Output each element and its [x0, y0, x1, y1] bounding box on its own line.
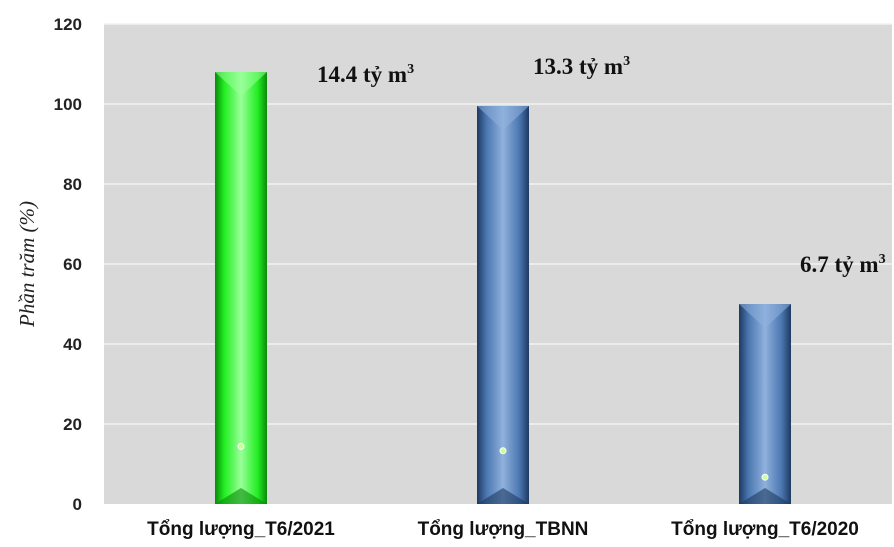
y-tick-label: 100 [54, 95, 82, 114]
data-label: 14.4 tỷ m3 [317, 62, 414, 87]
y-tick-label: 120 [54, 15, 82, 34]
y-tick-label: 80 [63, 175, 82, 194]
data-label: 13.3 tỷ m3 [533, 54, 630, 79]
y-axis-title: Phần trăm (%) [15, 201, 39, 328]
y-tick-label: 0 [73, 495, 82, 514]
y-tick-label: 60 [63, 255, 82, 274]
y-tick-label: 40 [63, 335, 82, 354]
bars [215, 72, 791, 504]
data-point-marker [761, 473, 769, 481]
bar [215, 72, 267, 504]
bar [739, 304, 791, 504]
category-label: Tổng lượng_T6/2021 [147, 519, 335, 540]
category-label: Tổng lượng_T6/2020 [671, 519, 859, 540]
data-label: 6.7 tỷ m3 [800, 252, 886, 277]
data-point-marker [499, 447, 507, 455]
y-tick-labels: 0 20 40 60 80 100 120 [54, 15, 82, 514]
category-label: Tổng lượng_TBNN [418, 519, 589, 540]
data-labels: 14.4 tỷ m3 13.3 tỷ m3 6.7 tỷ m3 [317, 54, 886, 277]
category-labels: Tổng lượng_T6/2021 Tổng lượng_TBNN Tổng lư… [147, 519, 859, 540]
bar [477, 106, 529, 504]
data-point-marker [237, 442, 245, 450]
y-tick-label: 20 [63, 415, 82, 434]
